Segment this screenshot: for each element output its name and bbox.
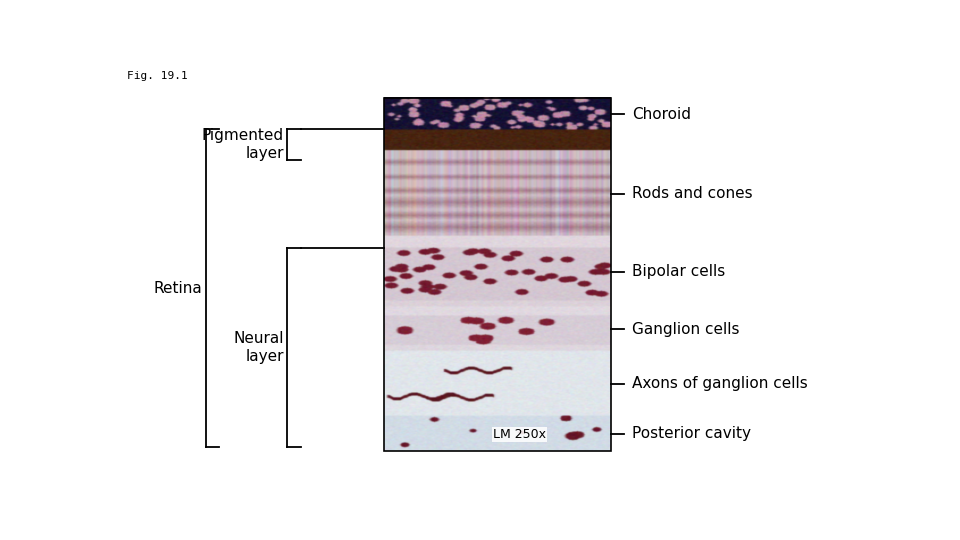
Text: LM 250x: LM 250x xyxy=(493,428,546,441)
Text: Choroid: Choroid xyxy=(632,107,691,122)
Text: Posterior cavity: Posterior cavity xyxy=(632,426,751,441)
Bar xyxy=(384,98,612,451)
Text: Ganglion cells: Ganglion cells xyxy=(632,322,739,337)
Text: Bipolar cells: Bipolar cells xyxy=(632,265,725,279)
Text: Fig. 19.1: Fig. 19.1 xyxy=(128,71,188,81)
Text: Neural
layer: Neural layer xyxy=(233,332,284,364)
Text: Axons of ganglion cells: Axons of ganglion cells xyxy=(632,376,807,392)
Text: Pigmented
layer: Pigmented layer xyxy=(202,128,284,160)
Text: Retina: Retina xyxy=(153,281,202,296)
Text: Rods and cones: Rods and cones xyxy=(632,186,753,201)
